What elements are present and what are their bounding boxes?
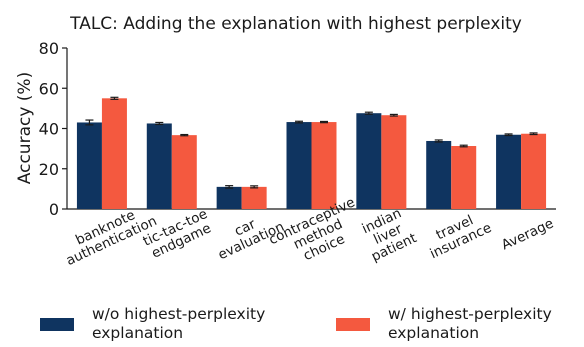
bar-series-2-5 bbox=[381, 115, 407, 209]
y-tick-label: 40 bbox=[39, 120, 59, 139]
error-bar-series-2-5 bbox=[389, 113, 398, 117]
error-bar-series-2-7 bbox=[529, 132, 538, 136]
error-bar-series-2-6 bbox=[459, 144, 468, 148]
y-tick-label: 0 bbox=[49, 200, 59, 219]
bar-series-1-6 bbox=[426, 140, 452, 209]
y-axis-label: Accuracy (%) bbox=[15, 72, 35, 184]
error-bar-series-2-3 bbox=[250, 185, 259, 189]
bars bbox=[76, 98, 547, 209]
bar-series-2-2 bbox=[171, 135, 197, 209]
x-tick-label: indianliverpatient bbox=[357, 204, 420, 265]
bar-series-1-7 bbox=[496, 134, 522, 209]
bar-series-1-3 bbox=[216, 186, 242, 209]
bar-series-1-4 bbox=[286, 122, 312, 209]
y-tick-label: 60 bbox=[39, 79, 59, 98]
bar-series-2-3 bbox=[241, 186, 267, 209]
y-tick-label: 20 bbox=[39, 160, 59, 179]
error-bar-series-1-4 bbox=[295, 120, 303, 124]
bar-series-2-7 bbox=[521, 133, 547, 209]
legend-label-without: w/o highest-perplexity explanation bbox=[92, 305, 266, 342]
error-bar-series-2-2 bbox=[180, 133, 189, 137]
error-bar-series-1-2 bbox=[155, 121, 164, 126]
error-bar-series-1-1 bbox=[85, 119, 94, 126]
error-bar-series-1-5 bbox=[364, 111, 373, 115]
bar-series-1-5 bbox=[356, 113, 382, 209]
legend-item-with: w/ highest-perplexity explanation bbox=[336, 302, 552, 346]
x-tick-label: Average bbox=[499, 215, 556, 253]
bar-series-1-1 bbox=[76, 122, 102, 209]
error-bars bbox=[85, 96, 538, 189]
legend-label-with: w/ highest-perplexity explanation bbox=[388, 305, 552, 342]
x-tick-label: travelinsurance bbox=[421, 207, 494, 263]
bar-series-2-1 bbox=[101, 98, 127, 209]
y-tick-label: 80 bbox=[39, 39, 59, 58]
legend-swatch-with bbox=[336, 317, 370, 331]
legend-swatch-without bbox=[40, 317, 74, 331]
error-bar-series-1-6 bbox=[434, 139, 443, 143]
error-bar-series-1-3 bbox=[225, 185, 234, 189]
chart-title: TALC: Adding the explanation with highes… bbox=[69, 14, 522, 34]
bar-series-2-4 bbox=[311, 122, 337, 209]
error-bar-series-2-1 bbox=[110, 96, 119, 100]
bar-series-2-6 bbox=[451, 146, 477, 209]
error-bar-series-1-7 bbox=[504, 133, 513, 137]
y-axis: 0 20 40 60 80 bbox=[39, 39, 68, 219]
error-bar-series-2-4 bbox=[320, 120, 328, 124]
bar-series-1-2 bbox=[146, 123, 172, 209]
legend-item-without: w/o highest-perplexity explanation bbox=[40, 302, 265, 346]
